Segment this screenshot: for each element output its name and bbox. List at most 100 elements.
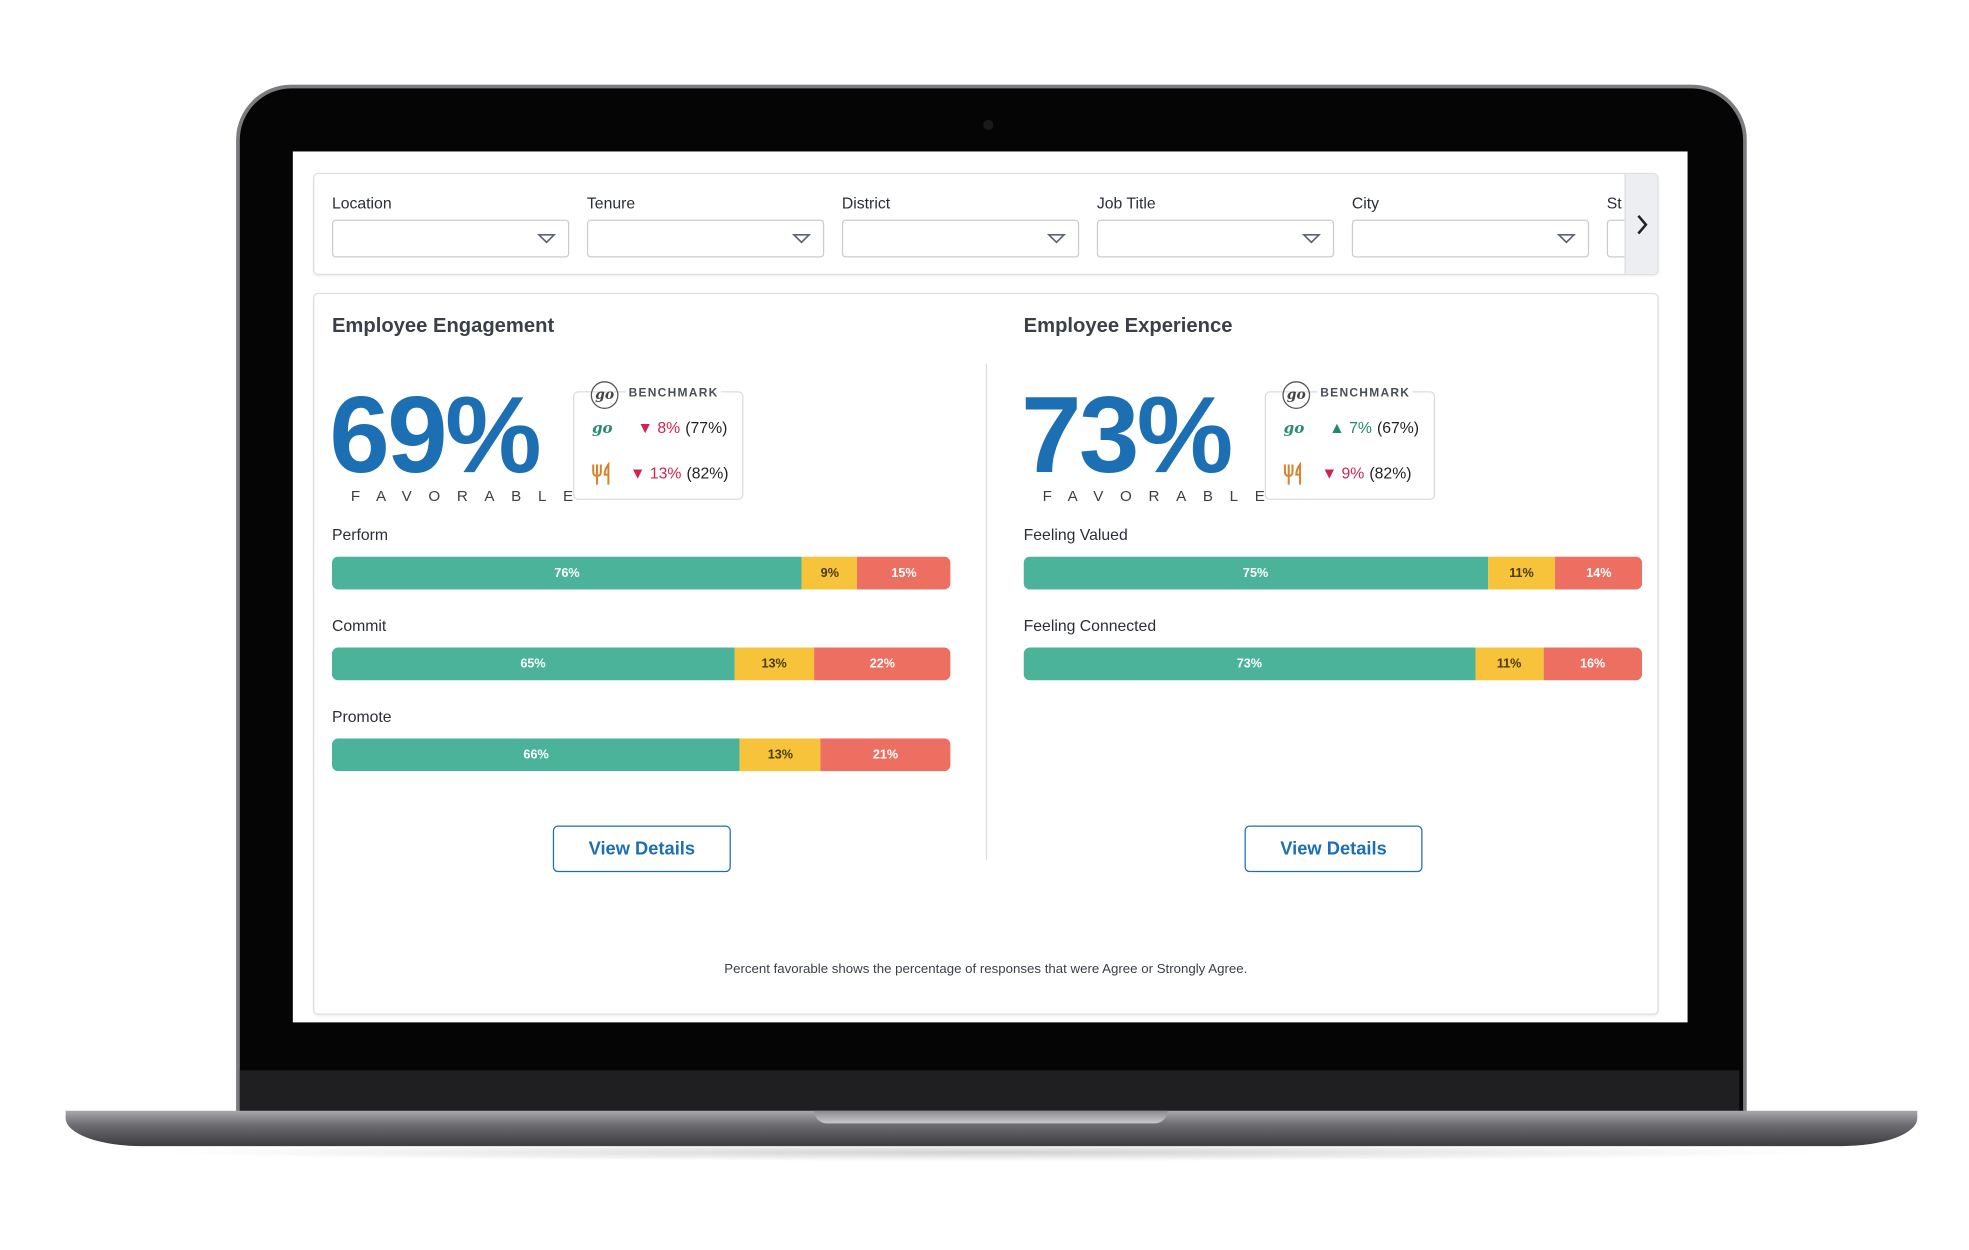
segment-label: 75% [1242,566,1269,580]
filter-bar: Location Tenure District Job Title City St [313,172,1659,276]
bar-segment: 66% [331,738,741,772]
footnote: Percent favorable shows the percentage o… [724,961,1248,977]
benchmark-row: ▲ 7% (67%) [1329,419,1419,437]
stacked-bar: 65% 13% 22% [331,647,951,681]
bar-segment: 9% [801,556,858,590]
bar-segment: 22% [814,647,951,681]
filter-select[interactable] [586,219,825,258]
segment-label: 13% [767,747,793,762]
benchmark-delta: ▼ 9% [1321,464,1365,483]
benchmark-badge: go [590,381,619,409]
filter-list: Location Tenure District Job Title City St [314,174,1625,274]
filter-select[interactable] [1351,219,1590,258]
filter-select[interactable] [331,219,570,258]
bar-label: Feeling Valued [1023,526,1128,545]
bar-label: Feeling Connected [1023,617,1157,635]
benchmark-source-icon [1281,461,1306,494]
dining-icon [592,461,610,485]
filter-select[interactable] [1606,219,1625,258]
bar-segment: 11% [1487,556,1556,590]
bar-segment: 76% [331,556,802,590]
divider [985,363,988,860]
filter-label: Tenure [586,194,636,213]
scroll-right[interactable] [1624,174,1658,274]
score-caption: FAVORABLE [350,487,590,505]
dropdown-arrow [791,233,812,244]
segment-label: 76% [554,566,580,580]
bar-label: Perform [331,526,389,545]
benchmark-source: go [591,419,613,437]
bar-label: Promote [331,708,392,726]
stacked-bar: 76% 9% 15% [331,556,951,590]
benchmark-title: BENCHMARK [626,386,722,401]
filter-label: City [1351,194,1379,213]
benchmark-reference: (82%) [1369,464,1412,483]
benchmark-delta: ▲ 7% [1329,419,1372,437]
benchmark-reference: (77%) [685,419,728,437]
benchmark-badge: go [1282,381,1311,409]
stacked-bar: 75% 11% 14% [1023,556,1643,590]
segment-label: 14% [1586,566,1612,580]
benchmark-delta: ▼ 13% [629,464,682,483]
benchmark-row: ▼ 8% (77%) [637,419,727,437]
filter-select[interactable] [1096,219,1335,258]
dining-icon [1283,461,1302,485]
camera [983,119,994,131]
benchmark: go BENCHMARK go ▼ 8% (77%) ▼ 13% (82%) [573,381,744,500]
score-caption: FAVORABLE [1042,487,1282,505]
benchmark-delta: ▼ 8% [637,419,681,437]
benchmark-row: ▼ 13% (82%) [630,464,729,482]
benchmark-reference: (82%) [686,464,729,483]
dropdown-arrow [536,233,557,244]
segment-label: 11% [1496,656,1522,671]
panel-title: Employee Experience [1023,315,1233,338]
bar-segment: 13% [740,738,821,772]
laptop-chin [239,1070,1740,1112]
stacked-bar: 66% 13% 21% [331,738,951,772]
bar-segment: 73% [1023,647,1476,681]
score: 69% [329,374,541,497]
segment-label: 65% [520,656,546,671]
dropdown-arrow [1301,233,1321,244]
filter-select[interactable] [841,219,1080,258]
bar-segment: 65% [331,647,734,681]
benchmark-title: BENCHMARK [1317,386,1413,401]
filter-label: Location [331,194,392,213]
chevron-icon [1637,215,1648,235]
segment-label: 22% [869,656,896,671]
dropdown-arrow [1556,233,1576,244]
segment-label: 66% [523,747,549,762]
view-details-button[interactable]: View Details [552,825,731,873]
laptop-notch [814,1110,1168,1124]
view-details-button[interactable]: View Details [1244,825,1423,873]
segment-label: 13% [761,656,787,671]
bar-segment: 75% [1023,556,1488,590]
benchmark: go BENCHMARK go ▲ 7% (67%) ▼ 9% (82%) [1264,381,1436,500]
panel-title: Employee Engagement [331,315,555,338]
bar-segment: 21% [820,738,951,772]
filter-label: District [841,194,891,213]
benchmark-source: go [1283,419,1305,437]
stacked-bar: 73% 11% 16% [1023,647,1643,681]
bar-segment: 11% [1475,647,1544,681]
dashboard-card: Percent favorable shows the percentage o… [313,292,1659,1015]
segment-label: 21% [872,747,899,762]
dropdown-arrow [1046,233,1067,244]
shadow [151,1143,1831,1162]
benchmark-source-icon [589,461,614,494]
bar-segment: 15% [857,556,951,590]
screen: Location Tenure District Job Title City St Pe… [292,151,1688,1023]
dropdown-arrow [1608,221,1624,256]
score: 73% [1021,374,1233,497]
filter-label: Job Title [1096,194,1156,213]
segment-label: 11% [1509,566,1534,580]
bar-label: Commit [331,617,387,635]
bar-segment: 13% [733,647,815,681]
filter-label: St [1606,194,1622,213]
bar-segment: 14% [1555,556,1643,590]
segment-label: 15% [891,566,917,580]
segment-label: 16% [1579,656,1606,671]
segment-label: 9% [820,566,839,580]
